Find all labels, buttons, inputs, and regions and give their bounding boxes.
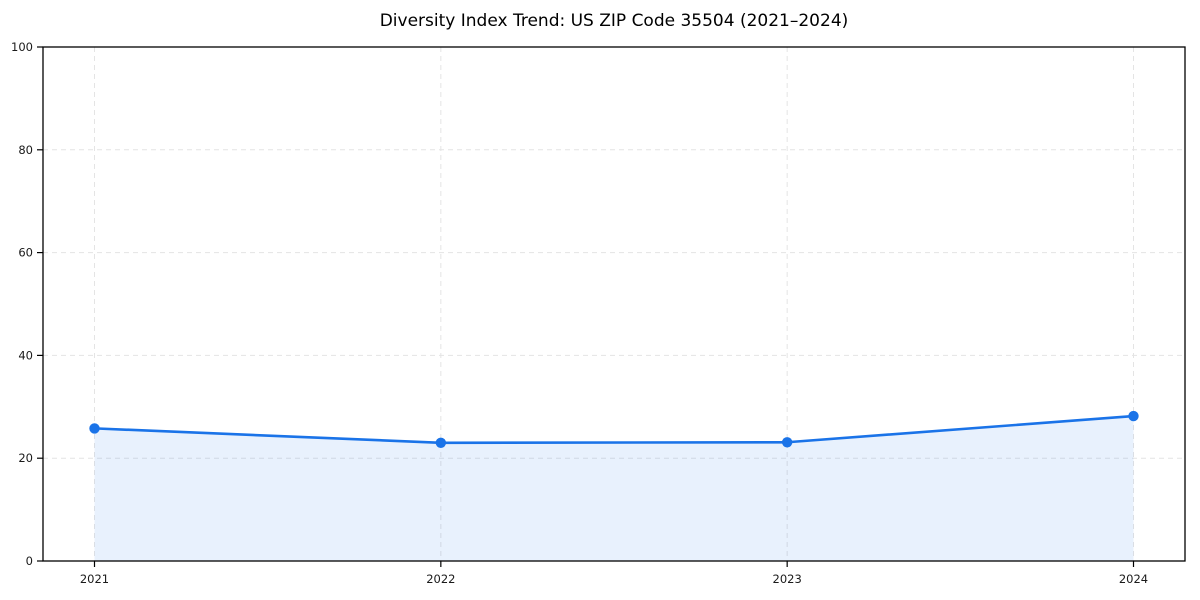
x-tick-label: 2023	[773, 572, 802, 586]
chart-title: Diversity Index Trend: US ZIP Code 35504…	[379, 11, 849, 31]
plot-border	[42, 46, 1186, 562]
y-tick-label: 20	[18, 451, 33, 465]
x-tick-label: 2022	[426, 572, 455, 586]
y-tick-label: 60	[18, 246, 33, 260]
y-tick-label: 40	[18, 348, 33, 362]
data-point	[1128, 410, 1139, 422]
data-line	[93, 414, 1135, 445]
data-point	[89, 423, 100, 434]
data-point	[781, 437, 793, 448]
data-point	[435, 437, 447, 448]
area-fill	[94, 416, 1134, 561]
y-tick-label: 0	[26, 554, 33, 568]
x-tick-label: 2024	[1119, 572, 1148, 586]
x-tick-label: 2021	[80, 572, 109, 586]
y-tick-label: 100	[11, 40, 33, 54]
y-tick-label: 80	[18, 143, 33, 157]
